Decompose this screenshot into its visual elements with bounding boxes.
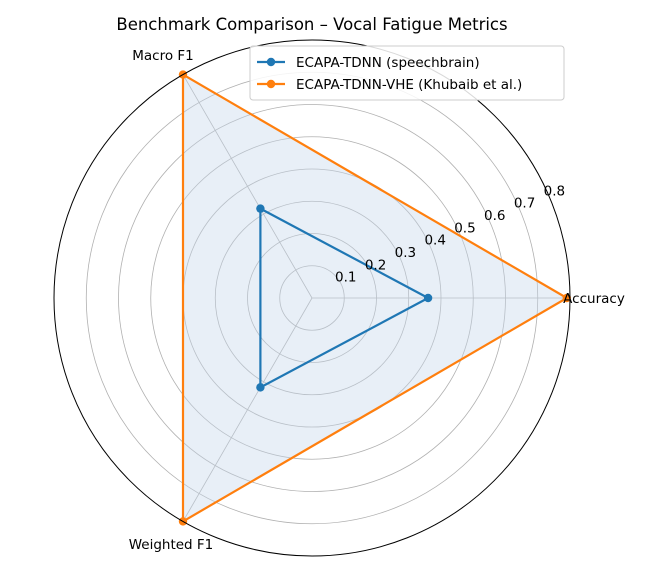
category-labels: Accuracy Macro F1 Weighted F1 [129, 48, 625, 553]
grid-spoke [182, 74, 313, 299]
category-label: Weighted F1 [129, 537, 214, 553]
series-point [256, 204, 265, 213]
series-point [256, 383, 265, 392]
radial-tick-label: 0.6 [484, 208, 505, 224]
radial-tick-label: 0.3 [395, 245, 416, 261]
grid-spoke [182, 297, 313, 522]
category-label: Accuracy [563, 291, 625, 307]
radial-tick-labels: 0.10.20.30.40.50.60.70.8 [335, 183, 565, 285]
legend-label: ECAPA-TDNN (speechbrain) [296, 55, 480, 71]
legend-marker [266, 57, 276, 67]
radial-tick-label: 0.5 [454, 220, 475, 236]
series-line [259, 207, 430, 389]
legend-marker [266, 79, 276, 89]
radial-tick-label: 0.1 [335, 270, 356, 286]
chart-title: Benchmark Comparison – Vocal Fatigue Met… [116, 15, 507, 34]
legend: ECAPA-TDNN (speechbrain) ECAPA-TDNN-VHE (… [249, 45, 565, 101]
series-line [181, 73, 568, 523]
series-fill-area [183, 74, 567, 522]
radial-tick-label: 0.4 [424, 233, 445, 249]
radial-tick-label: 0.7 [514, 196, 535, 212]
series-point [423, 293, 433, 303]
legend-label: ECAPA-TDNN-VHE (Khubaib et al.) [296, 77, 522, 93]
outer-frame [53, 39, 571, 557]
category-label: Macro F1 [132, 48, 194, 64]
radial-tick-label: 0.2 [365, 257, 386, 273]
series-fills [183, 74, 567, 522]
series-point [562, 293, 571, 303]
legend-box [249, 45, 565, 101]
